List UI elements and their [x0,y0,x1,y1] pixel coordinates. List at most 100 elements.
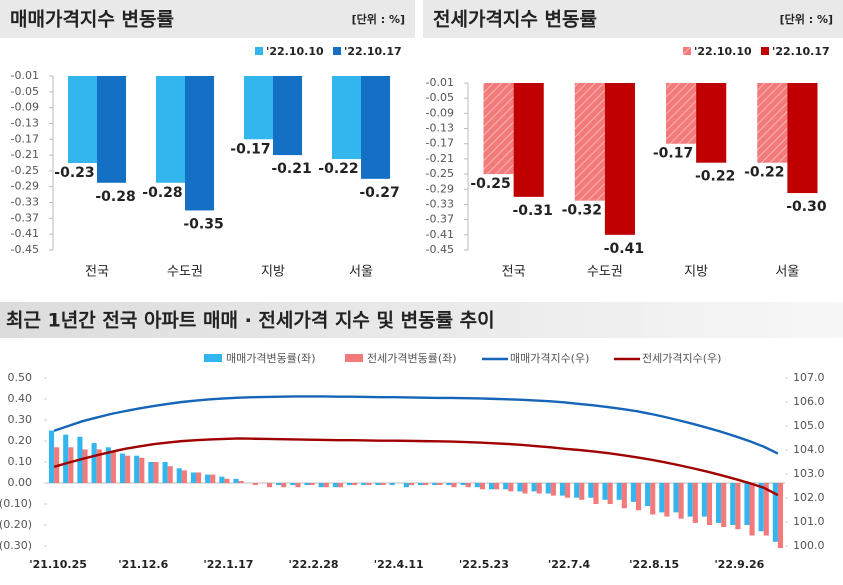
bar [494,483,500,490]
x-tick-label: 수도권 [587,265,623,280]
bar [432,483,438,486]
data-label: -0.25 [470,176,510,192]
bar [190,472,197,483]
x-tick-label: 지방 [684,265,708,280]
bar [210,474,216,483]
bar [579,483,585,500]
bar [777,483,784,549]
x-tick-label: 전국 [502,265,526,280]
bar [155,76,185,183]
bar [96,449,102,483]
legend-swatch [345,354,363,362]
bar [68,447,74,483]
y-tick-label: -0.25 [426,167,454,180]
bar [167,466,173,483]
bar [666,83,697,144]
bar [616,483,622,500]
bar [361,483,367,486]
x-tick-label: '22.9.26 [714,558,764,571]
bar [63,434,69,483]
bar [295,483,301,488]
bar [361,76,391,179]
bar [508,483,514,492]
y-tick-label: -0.37 [426,213,454,226]
y-tick-label: -0.33 [11,196,39,209]
data-label: -0.30 [786,199,827,215]
y-tick-label: -0.17 [11,132,39,145]
bar [309,483,315,486]
bar [550,483,556,496]
bar [451,483,457,488]
chart-title: 전세가격지수 변동률 [433,9,597,31]
data-label: -0.35 [183,216,223,232]
y-tick-label: (0.30) [0,539,32,552]
y-tick-label: 0.40 [8,392,33,405]
y2-tick-label: 102.0 [793,491,825,504]
y2-tick-label: 100.0 [793,539,825,552]
bar [347,483,353,486]
bar [224,478,230,483]
x-tick-label: 수도권 [167,265,203,280]
bar [273,76,303,156]
y2-tick-label: 106.0 [793,395,825,408]
bar [238,480,244,483]
bar [337,483,344,488]
legend-label: 매매가격지수(우) [510,352,589,365]
data-label: -0.22 [318,161,358,177]
bar [252,483,258,486]
bar [531,483,537,492]
bar [664,483,670,517]
data-label: -0.27 [359,185,399,201]
bar [281,483,287,488]
title-bar [0,0,415,38]
bar [276,483,282,486]
bar [408,483,415,486]
unit-label: [단위 : %] [352,12,405,26]
bar [97,76,127,183]
y-tick-label: -0.13 [11,116,39,129]
legend-label: '22.10.17 [344,45,402,58]
jeonse-change-chart: 전세가격지수 변동률 [단위 : %] -0.01 -0.05 -0.09 -0.13 -0… [423,0,843,280]
chart-title: 최근 1년간 전국 아파트 매매 · 전세가격 지수 및 변동률 추이 [6,310,495,332]
data-label: -0.17 [230,141,270,157]
bar [763,483,769,536]
y-tick-label: -0.45 [426,243,454,256]
bar [574,83,605,201]
y-tick-label: 0.30 [8,413,33,426]
bar [323,483,329,488]
y-tick-label: -0.33 [426,197,454,210]
bar [744,483,750,525]
bar [332,483,338,488]
y-tick-label: -0.37 [11,211,39,224]
bar [105,447,111,483]
y-tick-label: (0.20) [0,518,32,531]
y-tick-label: -0.21 [426,152,454,165]
bar [119,453,126,483]
y2-tick-label: 107.0 [793,371,825,384]
bar [735,483,741,530]
y-tick-label: -0.05 [426,91,454,104]
chart-title: 매매가격지수 변동률 [10,9,174,31]
bar [574,483,580,498]
bar [465,483,471,488]
bar [604,83,635,235]
legend-label: '22.10.10 [266,45,324,58]
bar [91,443,97,483]
y-tick-label: 0.10 [8,455,33,468]
bar [474,483,480,488]
y2-tick-label: 101.0 [793,515,825,528]
x-tick-label: '22.7.4 [548,558,591,571]
bar [185,76,215,211]
bar [304,483,310,486]
x-tick-label: 서울 [775,265,799,280]
bar [48,430,55,483]
bar [389,483,395,486]
y-tick-label: -0.41 [426,228,454,241]
bar [134,455,140,483]
bar [125,455,131,483]
data-label: -0.22 [695,169,735,185]
legend-swatch [761,47,769,55]
bar [181,470,187,483]
bar [749,483,755,536]
